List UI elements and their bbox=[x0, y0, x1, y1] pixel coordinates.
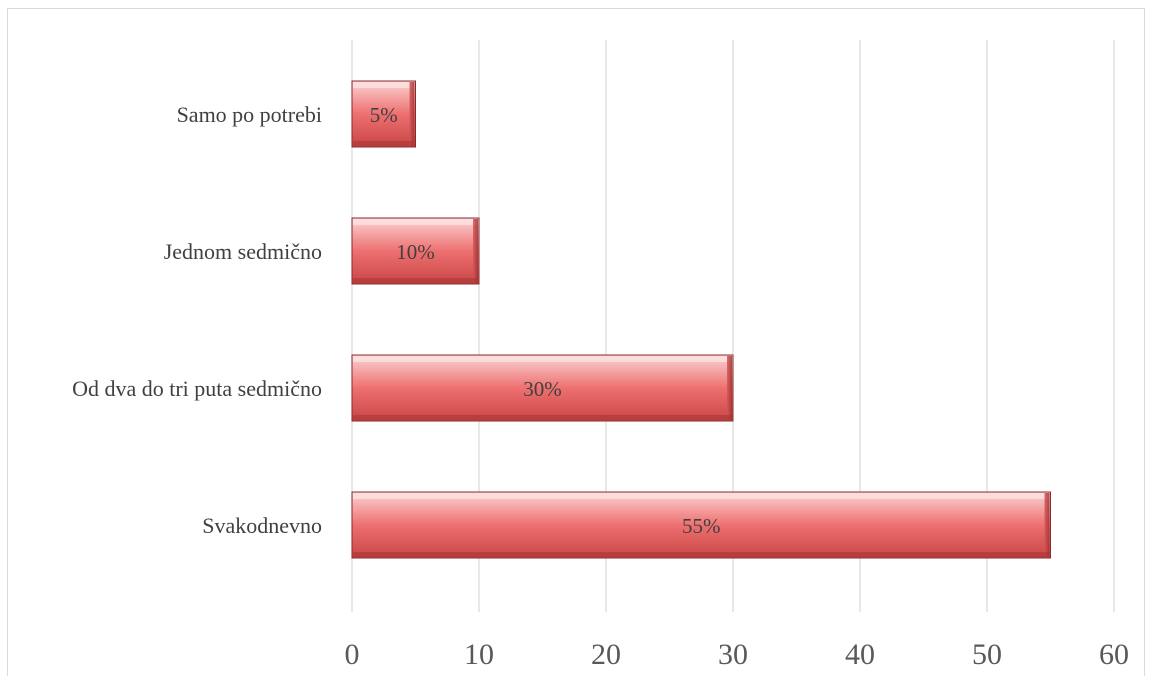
bar bbox=[351, 354, 734, 422]
x-tick-label: 10 bbox=[464, 638, 494, 671]
labels: 0 10 20 30 40 50 60 5% Samo po potrebi 10% Jednom … bbox=[72, 102, 1129, 671]
chart-frame bbox=[7, 8, 1145, 676]
bar-bevel bbox=[727, 356, 732, 420]
x-tick-label: 20 bbox=[591, 638, 621, 671]
category-label: Jednom sedmično bbox=[164, 239, 322, 264]
x-tick-label: 0 bbox=[345, 638, 360, 671]
category-label: Svakodnevno bbox=[202, 513, 322, 538]
x-tick-label: 60 bbox=[1099, 638, 1129, 671]
category-label: Samo po potrebi bbox=[177, 102, 322, 127]
bar-highlight bbox=[353, 493, 1050, 499]
data-label: 10% bbox=[396, 240, 435, 264]
bar-group bbox=[351, 354, 734, 422]
bar-group bbox=[351, 491, 1051, 559]
category-label: Od dva do tri puta sedmično bbox=[72, 376, 322, 401]
bar bbox=[351, 80, 416, 148]
bar-group bbox=[351, 80, 416, 148]
bar-highlight bbox=[353, 82, 415, 88]
bar-group bbox=[351, 217, 480, 285]
data-label: 30% bbox=[523, 377, 562, 401]
x-tick-label: 50 bbox=[972, 638, 1002, 671]
bar-bevel bbox=[473, 219, 478, 283]
bar bbox=[351, 491, 1051, 559]
bars bbox=[351, 80, 1051, 559]
bar-bevel bbox=[1044, 493, 1050, 557]
data-label: 5% bbox=[370, 103, 398, 127]
bar bbox=[351, 217, 480, 285]
bar-highlight bbox=[353, 219, 478, 225]
bar-bevel bbox=[409, 82, 415, 146]
data-label: 55% bbox=[682, 514, 721, 538]
x-tick-label: 30 bbox=[718, 638, 748, 671]
bar-highlight bbox=[353, 356, 732, 362]
bar-shadow bbox=[353, 552, 1050, 557]
bar-shadow bbox=[353, 415, 732, 420]
bar-shadow bbox=[353, 278, 478, 283]
x-tick-label: 40 bbox=[845, 638, 875, 671]
bar-shadow bbox=[353, 141, 415, 146]
